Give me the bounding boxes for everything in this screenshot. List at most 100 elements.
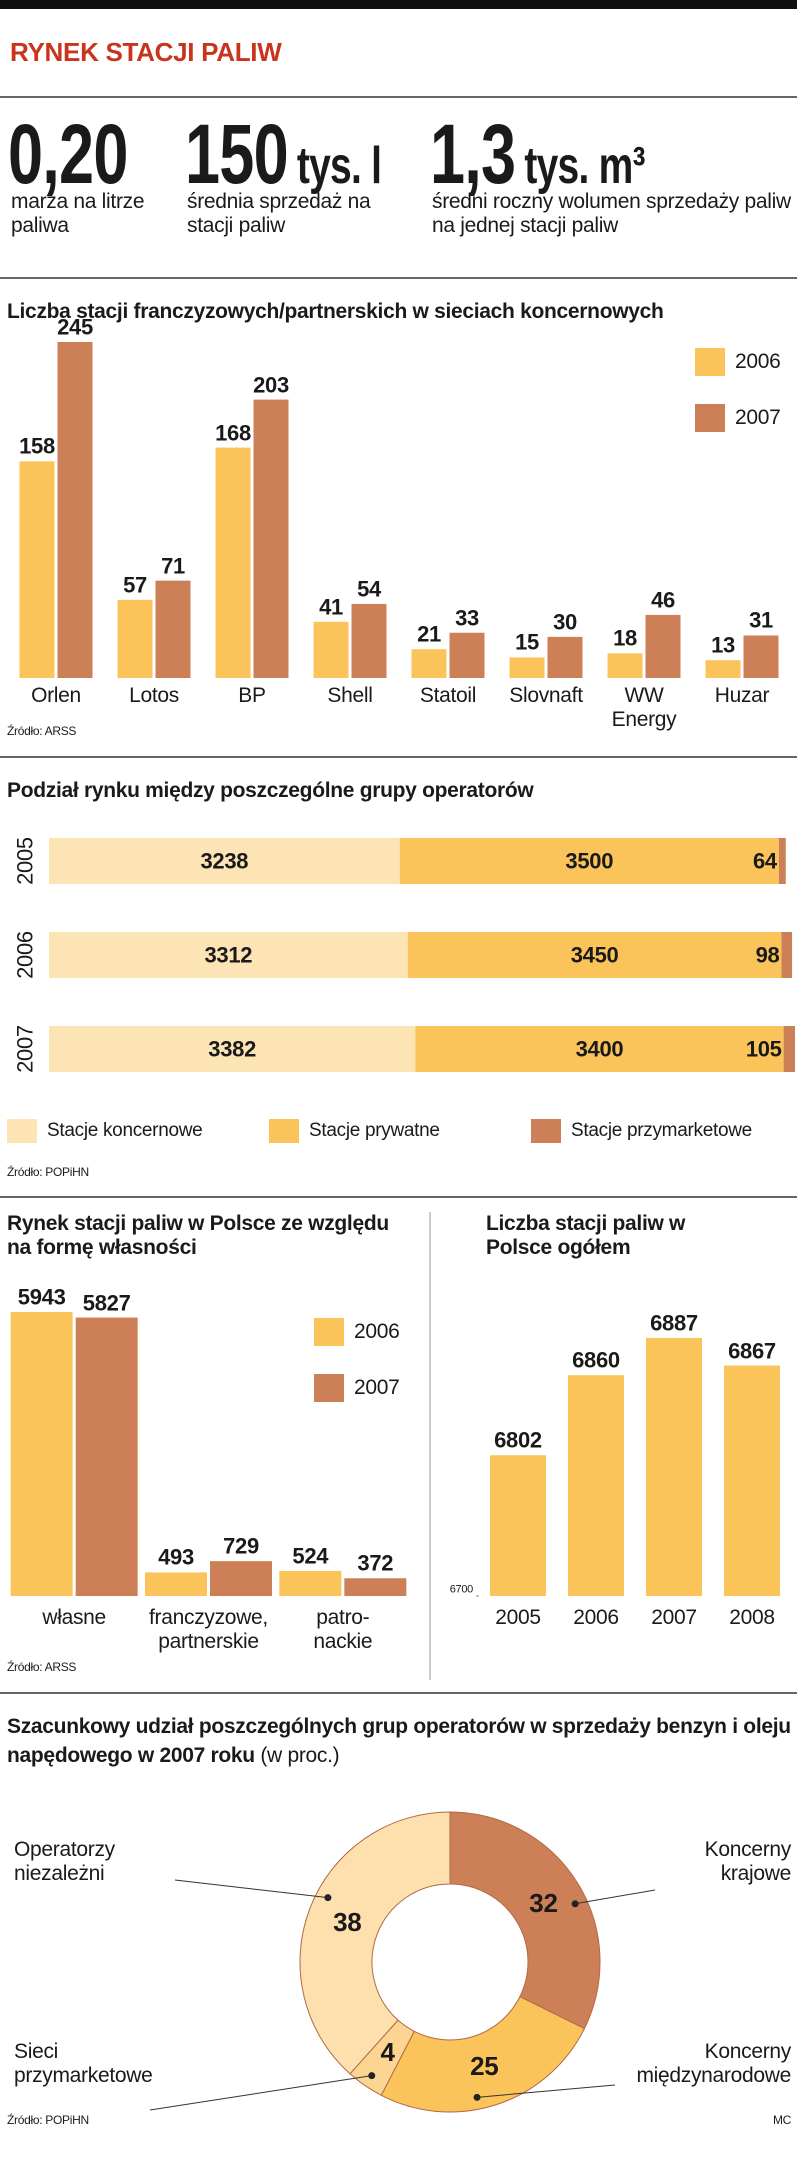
bar — [490, 1455, 546, 1596]
bar — [117, 599, 153, 678]
bar-segment — [399, 838, 779, 884]
value-label: 3238 — [200, 848, 249, 874]
x-tick-label: Statoil — [419, 684, 477, 707]
legend-label: 2007 — [735, 405, 781, 429]
source: Źródło: POPiHN — [7, 1165, 89, 1180]
leader-line — [477, 2084, 616, 2098]
x-tick-label: Orlen — [31, 684, 81, 707]
x-tick-label: 2005 — [495, 1606, 541, 1629]
x-tick-label: 2006 — [573, 1606, 619, 1629]
bar-segment — [415, 1026, 784, 1072]
bar — [705, 660, 741, 678]
donut-segment — [299, 1811, 451, 2075]
leader-dot — [473, 2093, 481, 2101]
value-label: 98 — [755, 942, 780, 968]
value-label: 31 — [749, 607, 773, 633]
bar — [351, 603, 387, 678]
bar — [313, 621, 349, 678]
value-label: 46 — [651, 587, 675, 613]
category-label: Koncerny międzynarodowe — [636, 2040, 791, 2088]
stat-label: średni roczny wolumen sprzedaży paliw na… — [432, 190, 791, 238]
stat-label: średnia sprzedaż na stacji paliw — [187, 190, 371, 238]
value-label: 25 — [470, 2050, 499, 2081]
value-label: 71 — [161, 552, 185, 578]
x-tick-label: Slovnaft — [509, 684, 583, 707]
legend-swatch — [695, 404, 725, 432]
value-label: 6867 — [728, 1337, 776, 1363]
category-label: Koncerny krajowe — [704, 1838, 792, 1886]
chart-title: Liczba stacji paliw w Polsce ogółem — [486, 1212, 686, 1260]
bar — [743, 635, 779, 678]
legend-label: Stacje przymarketowe — [571, 1120, 752, 1142]
bar-segment — [783, 1026, 795, 1072]
leader-line — [149, 2075, 372, 2111]
stat-value: 0,20 — [8, 112, 128, 196]
bar — [568, 1375, 624, 1596]
leader-dot — [571, 1900, 579, 1908]
value-label: 15 — [515, 629, 539, 655]
chart-title: Liczba stacji franczyzowych/partnerskich… — [7, 299, 664, 323]
legend-label: 2007 — [354, 1375, 400, 1399]
bar — [449, 632, 485, 678]
value-label: 6887 — [650, 1310, 698, 1336]
x-tick-label: Huzar — [714, 684, 770, 707]
stat-value: 150 tys. l — [185, 112, 382, 196]
bar — [19, 461, 55, 678]
stat-number: 150 — [185, 107, 289, 201]
value-label: 245 — [57, 314, 93, 340]
legend-swatch — [531, 1119, 561, 1143]
bar-segment — [49, 1026, 416, 1072]
leader-line — [575, 1889, 656, 1905]
category-label: Sieci przymarketowe — [14, 2040, 153, 2088]
x-tick-label: patro- nackie — [313, 1606, 373, 1654]
stat-label: marża na litrze paliwa — [11, 190, 145, 238]
value-label: 64 — [752, 848, 777, 874]
value-label: 30 — [553, 609, 577, 635]
value-label: 3382 — [208, 1036, 257, 1062]
value-label: 4 — [380, 2036, 395, 2067]
value-label: 3450 — [570, 942, 619, 968]
x-tick-label: Shell — [327, 684, 373, 707]
value-label: 33 — [455, 605, 479, 631]
bar-segment — [781, 932, 793, 978]
bar — [547, 636, 583, 678]
bar — [57, 342, 93, 678]
leader-dot — [324, 1894, 332, 1902]
bar — [253, 399, 289, 678]
bar — [645, 614, 681, 678]
value-label: 13 — [711, 632, 735, 658]
value-label: 3312 — [204, 942, 253, 968]
subtitle: (w proc.) — [260, 1744, 340, 1768]
value-label: 3400 — [575, 1036, 624, 1062]
page-title: RYNEK STACJI PALIW — [10, 37, 282, 68]
credit: MC — [772, 2113, 791, 2128]
stat-value: 1,3 tys. m³ — [430, 112, 646, 196]
chart-title: Podział rynku między poszczególne grupy … — [7, 778, 534, 802]
bar — [344, 1578, 407, 1596]
bar-segment — [407, 932, 782, 978]
bar — [411, 649, 447, 678]
bar — [509, 657, 545, 678]
bar — [10, 1312, 73, 1596]
x-tick-label: BP — [238, 684, 266, 707]
bar-segment — [49, 932, 408, 978]
x-tick-label: 2008 — [729, 1606, 775, 1629]
x-tick-label: WW Energy — [611, 684, 677, 732]
donut-segment — [449, 1811, 601, 2030]
chart-title: Szacunkowy udział poszczególnych grup op… — [7, 1712, 797, 1771]
value-label: 21 — [417, 621, 441, 647]
leader-dot — [368, 2072, 376, 2080]
x-tick-label: Lotos — [129, 684, 179, 707]
x-tick-label: 2007 — [651, 1606, 697, 1629]
bar-segment — [49, 838, 400, 884]
value-label: 203 — [253, 371, 289, 397]
value-label: 57 — [123, 572, 147, 598]
bar — [210, 1561, 272, 1596]
y-tick-label: 6700 — [449, 1583, 474, 1596]
value-label: 3500 — [565, 848, 614, 874]
legend-swatch — [695, 348, 725, 376]
stat-number: 0,20 — [8, 107, 128, 201]
value-label: 5827 — [82, 1289, 131, 1315]
stat-unit: tys. m³ — [524, 137, 645, 195]
